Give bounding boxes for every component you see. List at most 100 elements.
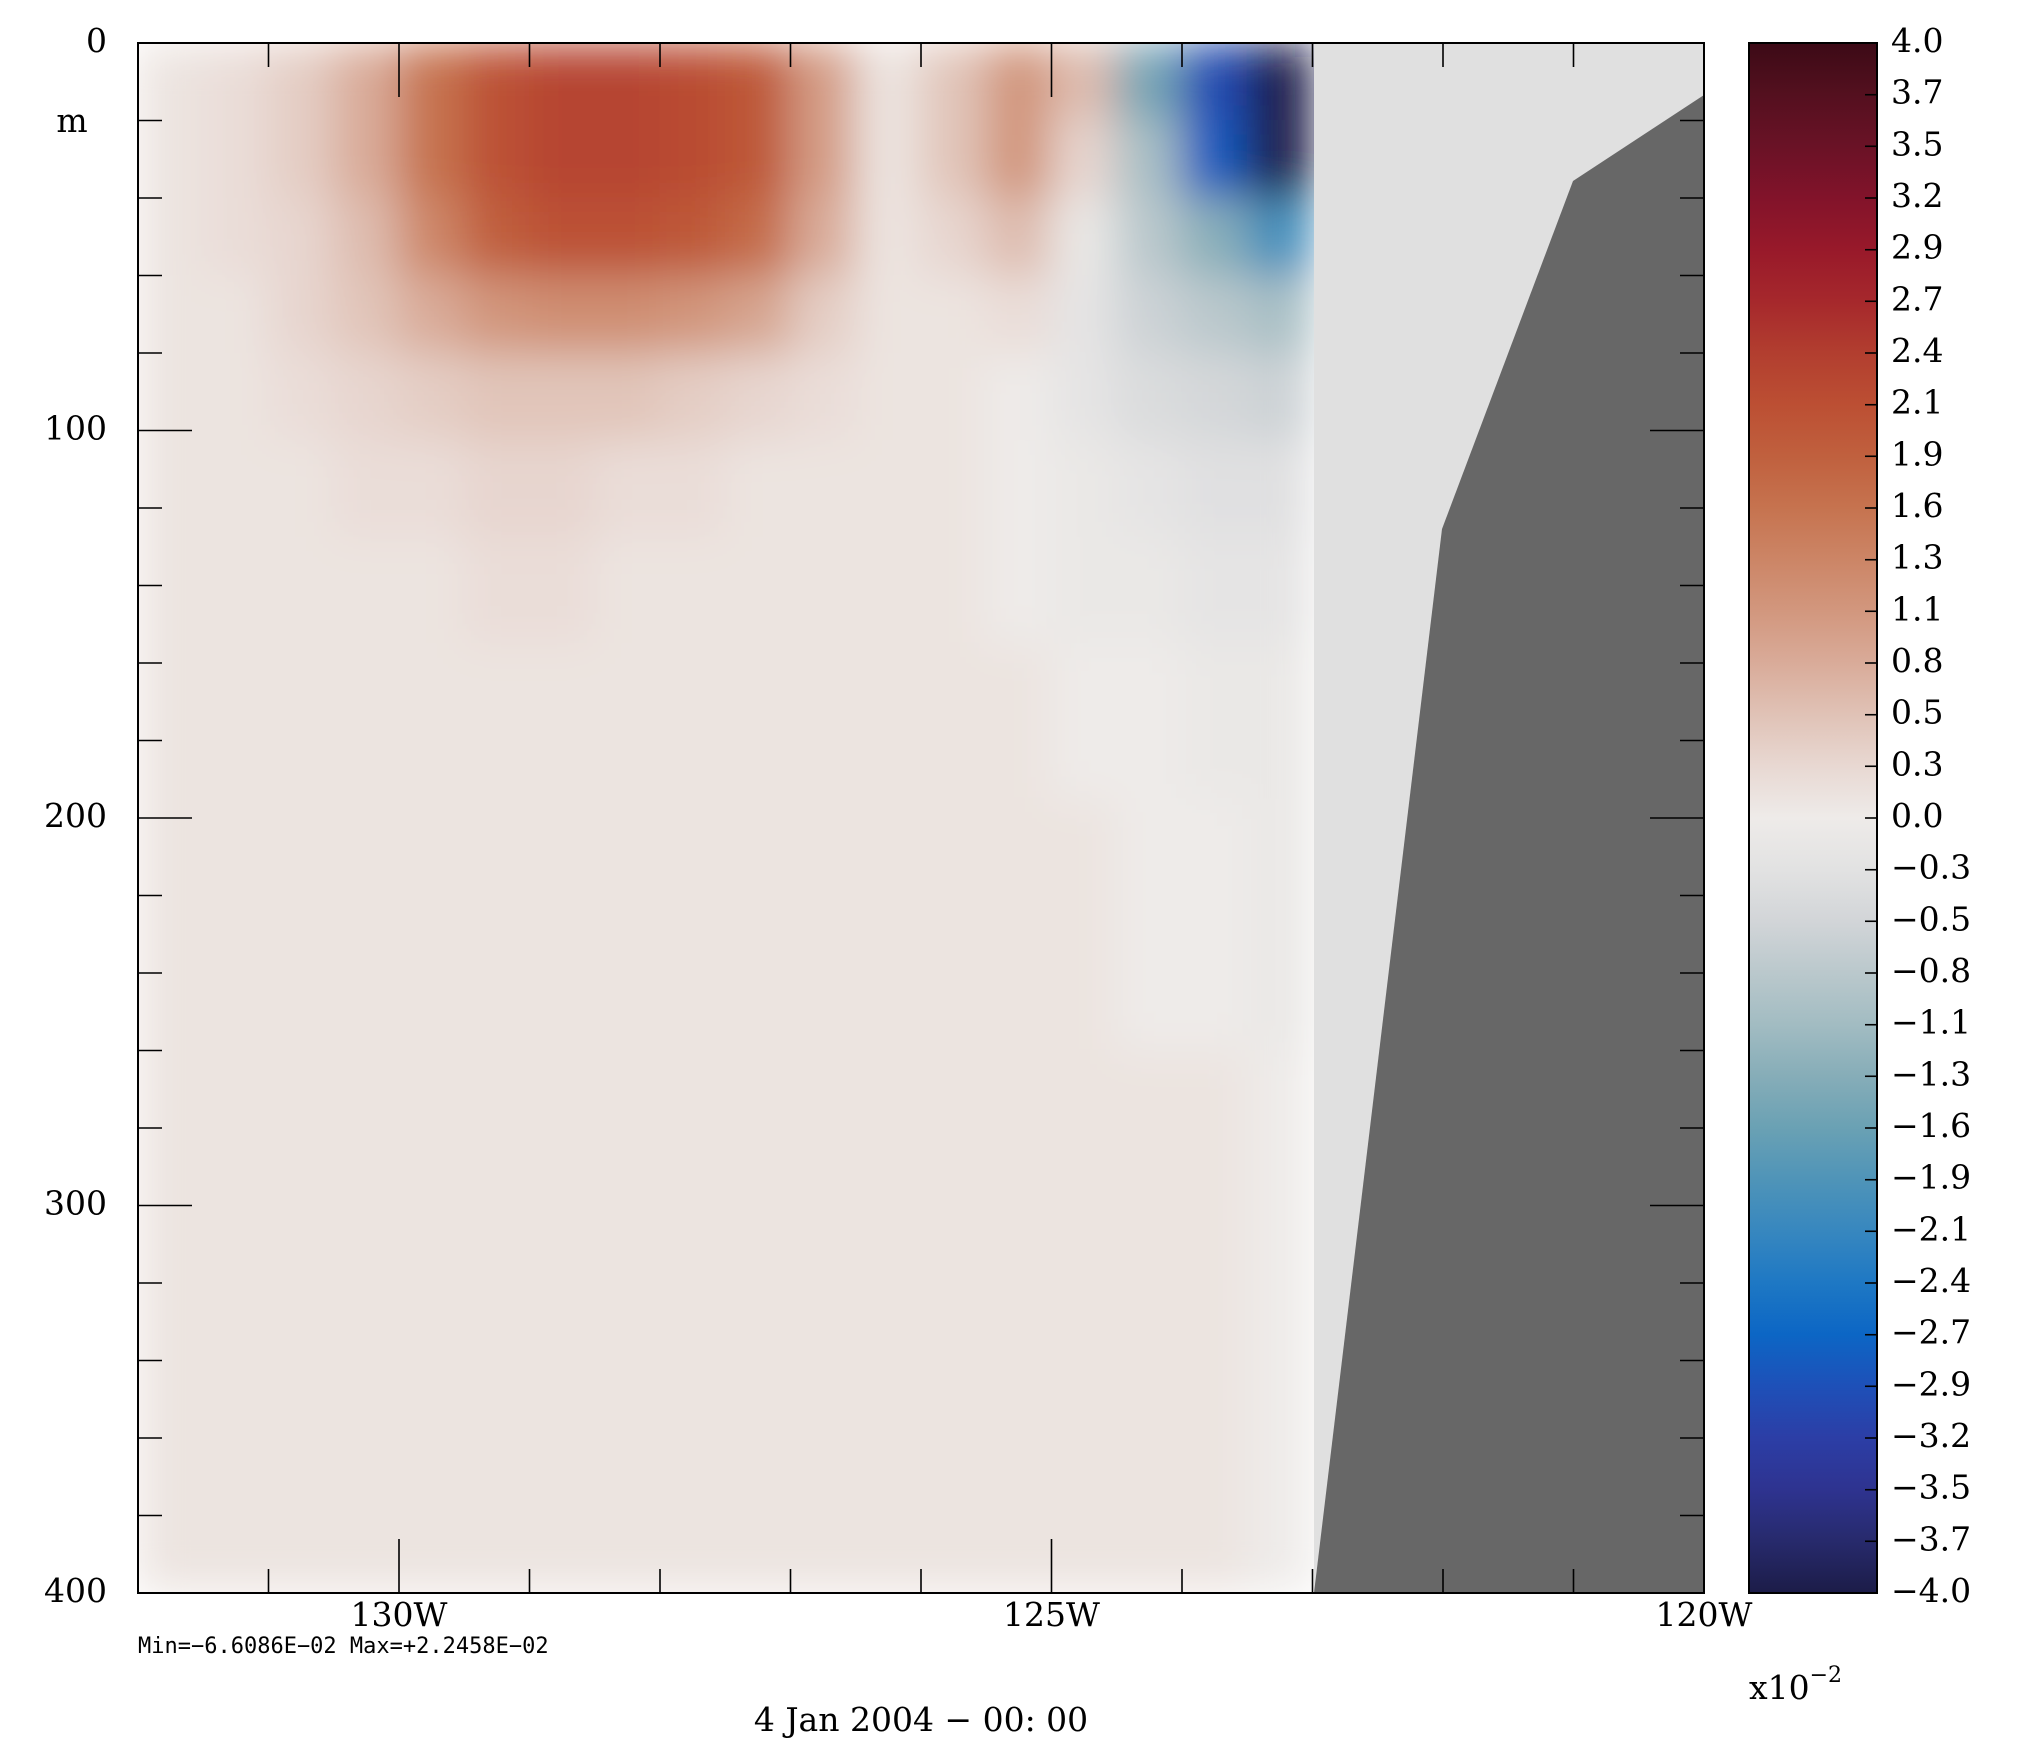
colorbar-tick-label: −1.9 [1891, 1158, 1971, 1197]
colorbar-tick-label: 2.4 [1891, 331, 1943, 370]
colorbar-tick-label: −0.3 [1891, 848, 1971, 887]
colorbar-tick-label: −1.3 [1891, 1054, 1971, 1093]
heatmap-cell [724, 43, 791, 121]
colorbar-scale: x10−2 [1749, 1663, 1842, 1707]
heatmap-cell [1116, 1340, 1183, 1593]
heatmap [138, 43, 1313, 1593]
heatmap-cell [790, 275, 857, 354]
y-tick-label: 400 [44, 1571, 107, 1610]
heatmap-cell [1181, 536, 1248, 645]
heatmap-cell [1116, 798, 1183, 1051]
heatmap-cell [790, 1340, 857, 1593]
y-tick-label: 100 [44, 409, 107, 448]
heatmap-cell [268, 197, 335, 276]
heatmap-cell [138, 798, 204, 1051]
heatmap-cell [1246, 1050, 1313, 1342]
heatmap-cell [659, 352, 726, 441]
heatmap-cell [1246, 536, 1313, 645]
x-tick-label: 125W [1003, 1595, 1100, 1634]
heatmap-cell [920, 536, 987, 645]
heatmap-cell [268, 275, 335, 354]
heatmap-cell [594, 643, 661, 800]
heatmap-cell [855, 1050, 922, 1342]
heatmap-cell [333, 120, 400, 199]
colorbar-scale-exponent: −2 [1810, 1663, 1842, 1688]
heatmap-cell [463, 798, 530, 1051]
heatmap-cell [1116, 536, 1183, 645]
heatmap-cell [1051, 1050, 1118, 1342]
heatmap-cell [1246, 197, 1313, 276]
heatmap-cell [1246, 43, 1313, 121]
heatmap-cell [594, 1050, 661, 1342]
heatmap-cell [333, 352, 400, 441]
heatmap-cell [529, 643, 596, 800]
colorbar-scale-base: x10 [1749, 1668, 1810, 1707]
colorbar-tick-label: −2.7 [1891, 1313, 1971, 1352]
colorbar-tick-label: −0.8 [1891, 951, 1971, 990]
heatmap-cell [985, 439, 1052, 538]
colorbar-tick-label: −4.0 [1891, 1571, 1971, 1610]
heatmap-cell [985, 120, 1052, 199]
heatmap-cell [855, 197, 922, 276]
colorbar-tick-label: −2.4 [1891, 1261, 1971, 1300]
heatmap-cell [1181, 43, 1248, 121]
heatmap-cell [790, 536, 857, 645]
heatmap-cell [594, 43, 661, 121]
heatmap-cell [1246, 1340, 1313, 1593]
heatmap-cell [1116, 643, 1183, 800]
heatmap-cell [138, 275, 204, 354]
heatmap-cell [1051, 120, 1118, 199]
heatmap-cell [790, 1050, 857, 1342]
heatmap-cell [855, 643, 922, 800]
heatmap-cell [463, 352, 530, 441]
heatmap-cell [724, 120, 791, 199]
heatmap-cell [1051, 43, 1118, 121]
heatmap-cell [724, 643, 791, 800]
heatmap-cell [724, 798, 791, 1051]
colorbar-tick-label: 3.5 [1891, 124, 1943, 163]
heatmap-cell [529, 1050, 596, 1342]
heatmap-cell [1181, 352, 1248, 441]
heatmap-cell [659, 536, 726, 645]
heatmap-cell [920, 1340, 987, 1593]
heatmap-cell [855, 43, 922, 121]
heatmap-cell [594, 275, 661, 354]
heatmap-cell [202, 43, 269, 121]
heatmap-cell [529, 120, 596, 199]
heatmap-cell [268, 1050, 335, 1342]
heatmap-cell [855, 536, 922, 645]
heatmap-cell [268, 120, 335, 199]
heatmap-cell [790, 120, 857, 199]
heatmap-cell [1181, 798, 1248, 1051]
heatmap-cell [790, 197, 857, 276]
heatmap-cell [1051, 352, 1118, 441]
heatmap-cell [659, 439, 726, 538]
heatmap-cell [333, 1340, 400, 1593]
heatmap-cell [138, 1050, 204, 1342]
heatmap-cell [333, 643, 400, 800]
subtitle: 4 Jan 2004 − 00: 00 [754, 1700, 1088, 1739]
colorbar [1748, 42, 1878, 1594]
heatmap-cell [268, 643, 335, 800]
heatmap-cell [920, 798, 987, 1051]
heatmap-cell [138, 439, 204, 538]
heatmap-cell [529, 798, 596, 1051]
heatmap-cell [1051, 536, 1118, 645]
heatmap-cell [920, 275, 987, 354]
heatmap-cell [463, 275, 530, 354]
colorbar-tick-label: −1.1 [1891, 1003, 1971, 1042]
heatmap-cell [920, 643, 987, 800]
y-tick-label: 300 [44, 1184, 107, 1223]
heatmap-cell [855, 798, 922, 1051]
heatmap-cell [724, 275, 791, 354]
heatmap-cell [268, 536, 335, 645]
heatmap-cell [398, 352, 465, 441]
heatmap-cell [202, 798, 269, 1051]
colorbar-tick-label: 3.2 [1891, 176, 1943, 215]
heatmap-cell [985, 43, 1052, 121]
heatmap-cell [529, 536, 596, 645]
heatmap-cell [855, 439, 922, 538]
annotation: Min=−6.6086E−02 Max=+2.2458E−02 [138, 1634, 549, 1659]
heatmap-cell [724, 1340, 791, 1593]
heatmap-cell [398, 1050, 465, 1342]
